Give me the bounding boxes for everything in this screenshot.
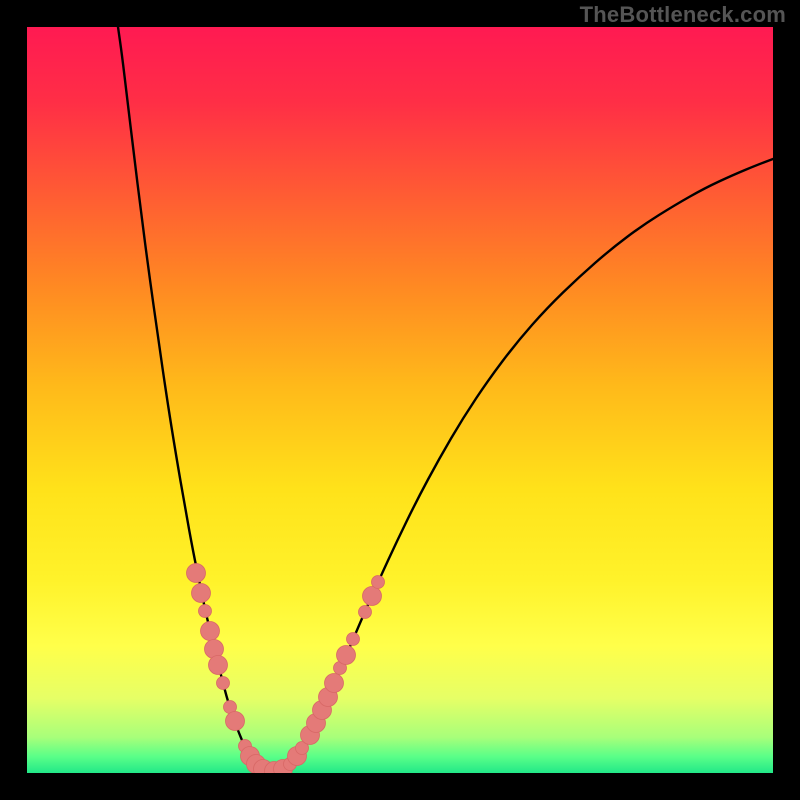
watermark-text: TheBottleneck.com	[580, 2, 786, 28]
data-marker	[325, 674, 344, 693]
data-marker	[359, 606, 372, 619]
data-marker	[363, 587, 382, 606]
data-marker	[199, 605, 212, 618]
data-marker	[217, 677, 230, 690]
chart-svg	[0, 0, 800, 800]
data-marker	[337, 646, 356, 665]
data-marker	[372, 576, 385, 589]
data-marker	[187, 564, 206, 583]
data-marker	[192, 584, 211, 603]
data-marker	[209, 656, 228, 675]
data-marker	[201, 622, 220, 641]
gradient-background	[27, 27, 773, 773]
canvas-root: TheBottleneck.com	[0, 0, 800, 800]
data-marker	[226, 712, 245, 731]
data-marker	[347, 633, 360, 646]
